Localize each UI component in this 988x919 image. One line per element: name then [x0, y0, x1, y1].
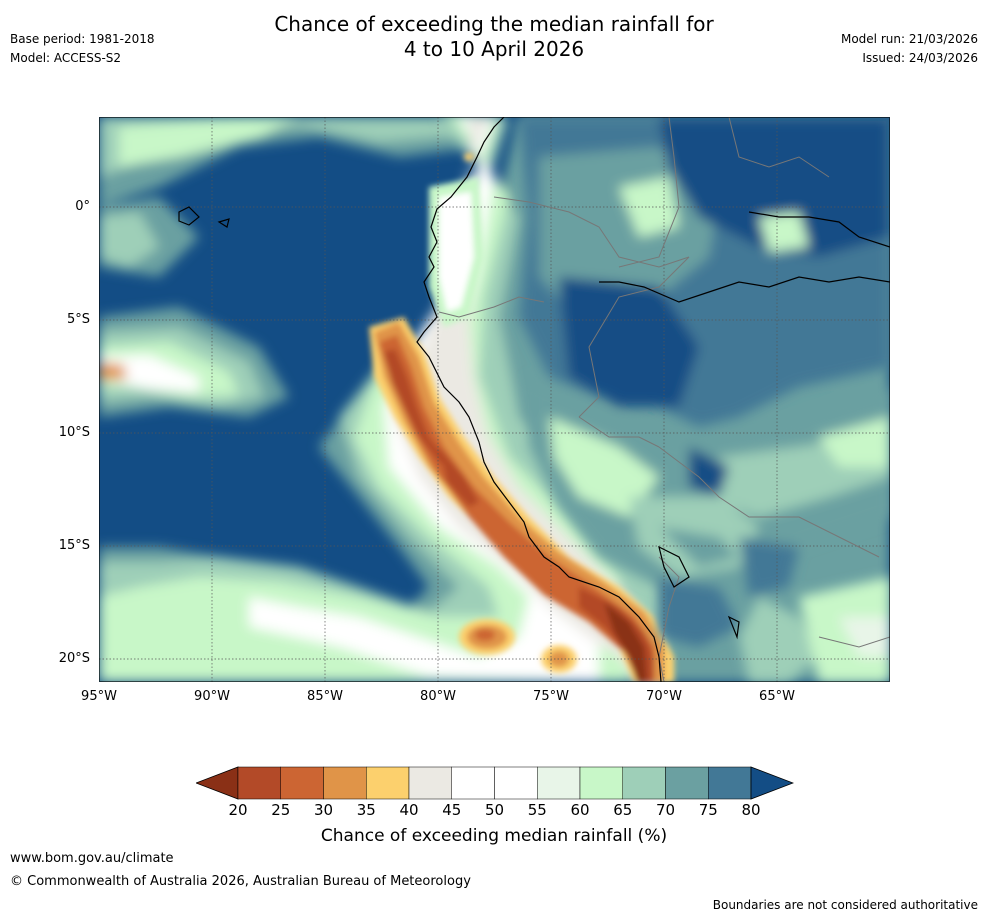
- lon-label-85w: 85°W: [307, 689, 343, 704]
- colorbar-under-arrow: [194, 766, 239, 800]
- base-period: Base period: 1981-2018: [10, 32, 155, 46]
- lat-label-5s: 5°S: [66, 312, 90, 327]
- colorbar-swatch: [451, 766, 495, 800]
- footer-copyright: © Commonwealth of Australia 2026, Austra…: [10, 874, 471, 889]
- colorbar-tick-label: 45: [442, 801, 462, 819]
- colorbar-swatch: [408, 766, 452, 800]
- lon-label-65w: 65°W: [759, 689, 795, 704]
- model-name: Model: ACCESS-S2: [10, 51, 122, 65]
- colorbar-swatches: [194, 766, 795, 800]
- colorbar-tick-label: 35: [356, 801, 376, 819]
- colorbar-swatch: [537, 766, 581, 800]
- colorbar-swatch: [708, 766, 752, 800]
- colorbar-tick-label: 55: [527, 801, 547, 819]
- colorbar-tick-label: 65: [613, 801, 633, 819]
- colorbar-tick-label: 25: [271, 801, 291, 819]
- lat-label-0: 0°: [75, 199, 90, 214]
- colorbar-over-arrow: [750, 766, 795, 800]
- lon-label-95w: 95°W: [81, 689, 117, 704]
- meta-right: Model run: 21/03/2026 Issued: 24/03/2026: [841, 30, 978, 68]
- coastline: [178, 117, 890, 682]
- colorbar-tick-label: 70: [655, 801, 676, 819]
- lon-label-90w: 90°W: [194, 689, 230, 704]
- issued-date: Issued: 24/03/2026: [862, 51, 978, 65]
- title-line-2: 4 to 10 April 2026: [403, 37, 585, 61]
- colorbar-swatch: [366, 766, 410, 800]
- title-line-1: Chance of exceeding the median rainfall …: [274, 12, 714, 36]
- rainfall-map: [99, 117, 890, 682]
- footer-url[interactable]: www.bom.gov.au/climate: [10, 851, 174, 866]
- colorbar-swatch: [665, 766, 709, 800]
- colorbar-tick-label: 75: [698, 801, 718, 819]
- colorbar-swatch: [579, 766, 623, 800]
- colorbar-tick-label: 50: [484, 801, 505, 819]
- colorbar-swatch: [323, 766, 367, 800]
- map-canvas: [99, 117, 890, 682]
- lon-label-80w: 80°W: [420, 689, 456, 704]
- lat-label-20s: 20°S: [58, 651, 90, 666]
- lat-label-15s: 15°S: [58, 538, 90, 553]
- colorbar-tick-label: 60: [570, 801, 590, 819]
- interior-anomaly: [519, 117, 890, 682]
- model-run: Model run: 21/03/2026: [840, 32, 978, 46]
- map-title: Chance of exceeding the median rainfall …: [0, 12, 988, 62]
- colorbar-swatch: [622, 766, 666, 800]
- country-boundaries: [438, 117, 890, 682]
- map-frame: [99, 117, 890, 682]
- colorbar: [194, 766, 795, 800]
- colorbar-swatch: [494, 766, 538, 800]
- colorbar-tick-label: 40: [399, 801, 419, 819]
- footer-note: Boundaries are not considered authoritat…: [712, 898, 978, 912]
- lon-label-70w: 70°W: [646, 689, 682, 704]
- colorbar-label: Chance of exceeding median rainfall (%): [320, 826, 668, 846]
- colorbar-tick-label: 80: [741, 801, 761, 819]
- colorbar-tick-label: 20: [228, 801, 248, 819]
- lon-label-75w: 75°W: [533, 689, 569, 704]
- west-tongue: [99, 307, 289, 417]
- north-ocean-bands: [99, 117, 499, 277]
- graticule: [99, 117, 890, 682]
- colorbar-swatch: [280, 766, 324, 800]
- colorbar-swatch: [237, 766, 281, 800]
- colorbar-tick-label: 30: [313, 801, 334, 819]
- dry-coast-strip: [369, 317, 674, 682]
- meta-left: Base period: 1981-2018 Model: ACCESS-S2: [10, 30, 155, 68]
- ecuador-patch: [429, 177, 484, 327]
- lat-label-10s: 10°S: [58, 425, 90, 440]
